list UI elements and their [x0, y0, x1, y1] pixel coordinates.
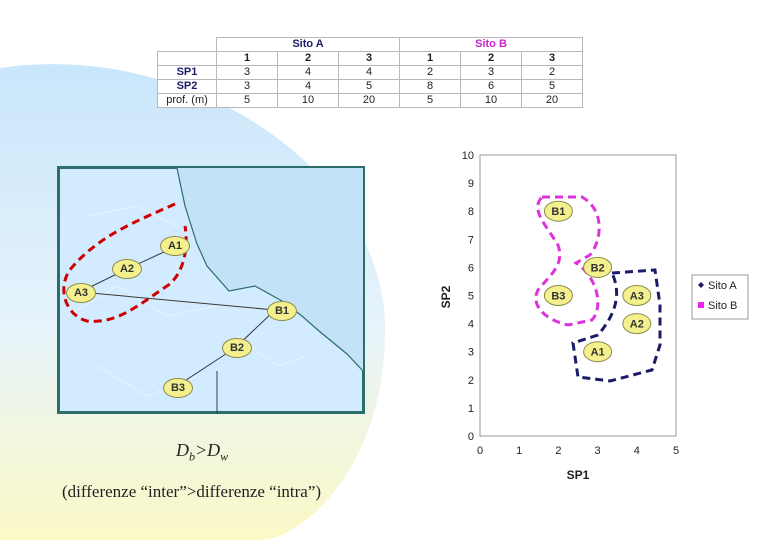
table-cell: 3: [460, 65, 522, 80]
data-point: [583, 256, 613, 278]
legend-label-site-a: Sito A: [708, 280, 737, 292]
table-cell: 4: [277, 65, 339, 80]
site-a-group-outline: [62, 202, 188, 323]
map-label-b2: B2: [222, 338, 252, 358]
y-tick-label: 9: [468, 178, 474, 190]
table-cell: 4: [338, 65, 400, 80]
sea-area: [177, 168, 363, 371]
y-tick-label: 3: [468, 347, 474, 359]
y-tick-label: 4: [468, 319, 474, 331]
formula: Db>Dw: [176, 440, 228, 465]
legend-label-site-b: Sito B: [708, 300, 737, 312]
table-corner: [158, 38, 217, 52]
column-header: 2: [460, 51, 522, 66]
y-tick-label: 2: [468, 375, 474, 387]
formula-gt: >: [195, 440, 208, 460]
data-point: [622, 285, 652, 306]
tick-layer: 0 1 2 3 4 5 6 7 8 9 10 0 1 2 3 4 5: [462, 150, 679, 457]
data-point: [543, 200, 573, 222]
column-header: 2: [277, 51, 339, 66]
table-cell: 20: [521, 93, 583, 108]
map-drawing: [57, 166, 365, 414]
formula-d-b: D: [176, 440, 189, 460]
table-cell: 8: [399, 79, 461, 94]
column-header: 3: [338, 51, 400, 66]
table-row: SP2 3 4 5 8 6 5: [157, 79, 583, 94]
map-label-a2: A2: [112, 259, 142, 279]
points-layer: A1 A2 A3 B1 B2 B3: [543, 200, 652, 363]
chart-legend: Sito A Sito B: [691, 274, 749, 320]
table-cell: 10: [277, 93, 339, 108]
y-tick-label: 0: [468, 431, 474, 443]
table-cell: 5: [399, 93, 461, 108]
data-point: [622, 313, 652, 335]
x-tick-label: 1: [516, 445, 522, 457]
formula-sub-b: b: [189, 449, 195, 464]
table-header-row: Sito A Sito B: [158, 37, 583, 52]
table-cell: 10: [460, 93, 522, 108]
data-point-label: A2: [630, 319, 644, 331]
y-axis-label: SP2: [439, 285, 453, 308]
data-point-label: A3: [630, 291, 644, 303]
column-header: 3: [521, 51, 583, 66]
x-tick-label: 5: [673, 445, 679, 457]
table-cell: 3: [216, 65, 278, 80]
table-cell: 2: [399, 65, 461, 80]
table-row: SP1 3 4 4 2 3 2: [157, 65, 583, 80]
x-tick-label: 3: [595, 445, 601, 457]
site-a-header: Sito A: [216, 37, 400, 52]
legend-marker-site-b: [698, 302, 704, 308]
x-tick-label: 2: [555, 445, 561, 457]
data-point-label: B2: [591, 262, 605, 274]
map-label-b1: B1: [267, 301, 297, 321]
caption: (differenze “inter”>differenze “intra”): [62, 482, 322, 501]
row-label: prof. (m): [157, 93, 217, 108]
site-b-header: Sito B: [399, 37, 583, 52]
table-cell: 5: [338, 79, 400, 94]
column-header: 1: [216, 51, 278, 66]
formula-sub-w: w: [220, 449, 229, 464]
data-point-label: A1: [591, 347, 605, 359]
table-column-row: 1 2 3 1 2 3: [157, 51, 583, 66]
y-tick-label: 1: [468, 403, 474, 415]
site-b-group-outline: [534, 195, 601, 327]
coastline: [176, 167, 364, 372]
row-label: SP2: [157, 79, 217, 94]
y-tick-label: 5: [468, 291, 474, 303]
legend-marker-site-a: [698, 282, 704, 288]
site-a-group-outline: [571, 268, 662, 383]
data-point-label: B3: [551, 291, 565, 303]
x-tick-label: 4: [634, 445, 640, 457]
site-map: A1 A2 A3 B1 B2 B3: [57, 166, 365, 414]
table-cell: 2: [521, 65, 583, 80]
column-header: 1: [399, 51, 461, 66]
table-cell: 5: [216, 93, 278, 108]
table-cell: 3: [216, 79, 278, 94]
y-tick-label: 10: [462, 150, 474, 162]
x-tick-label: 0: [477, 445, 483, 457]
x-axis-label: SP1: [567, 468, 590, 482]
map-label-a1: A1: [160, 236, 190, 256]
y-tick-label: 7: [468, 234, 474, 246]
data-table: Sito A Sito B 1 2 3 1 2 3 SP1 3 4 4 2 3 …: [157, 37, 583, 108]
y-tick-label: 8: [468, 206, 474, 218]
row-label: SP1: [157, 65, 217, 80]
data-point-label: B1: [551, 206, 565, 218]
data-point: [583, 341, 613, 363]
table-cell: 6: [460, 79, 522, 94]
map-label-b3: B3: [163, 378, 193, 398]
y-tick-label: 6: [468, 262, 474, 274]
table-cell: 5: [521, 79, 583, 94]
table-cell: 4: [277, 79, 339, 94]
map-label-a3: A3: [66, 283, 96, 303]
legend-box: [691, 274, 749, 320]
formula-d-w: D: [207, 440, 221, 460]
table-row: prof. (m) 5 10 20 5 10 20: [157, 93, 583, 108]
data-point: [543, 285, 573, 306]
table-cell: 20: [338, 93, 400, 108]
table-corner-cell: [157, 51, 217, 66]
